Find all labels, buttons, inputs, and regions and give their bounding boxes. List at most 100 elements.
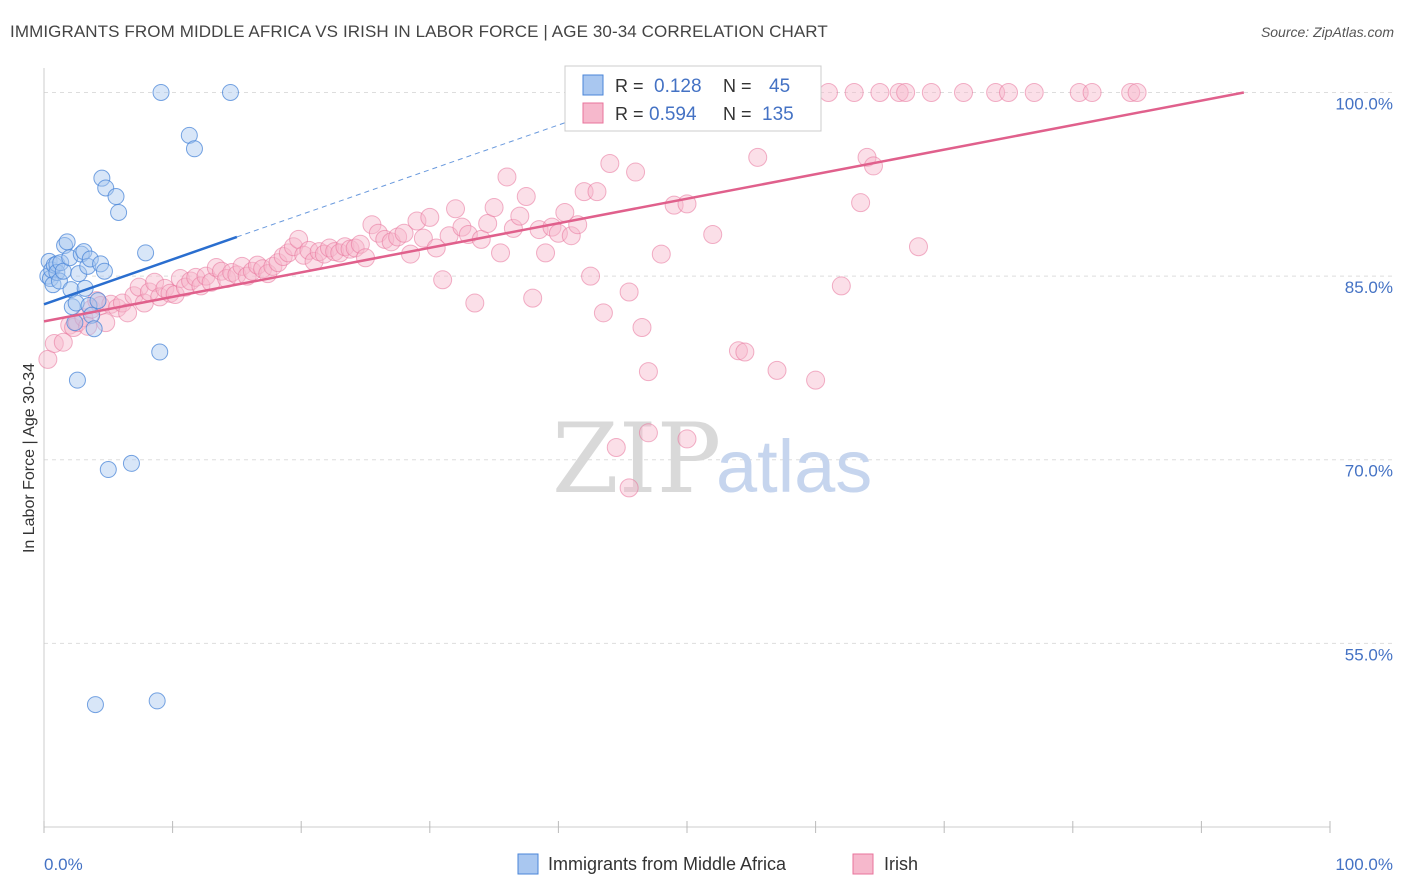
middle-africa-point — [93, 169, 111, 187]
irish-point — [806, 370, 826, 390]
series-legend-swatch-irish — [852, 853, 874, 875]
x-tick-label-max: 100.0% — [1335, 855, 1393, 874]
middle-africa-point — [86, 696, 104, 714]
irish-point — [273, 247, 293, 267]
x-tick-label-min: 0.0% — [44, 855, 83, 874]
irish-point — [863, 156, 883, 176]
stats-legend-swatch-pink — [582, 102, 604, 124]
middle-africa-point — [50, 272, 68, 290]
irish-point — [1127, 82, 1147, 102]
stats-legend-swatch-blue — [582, 74, 604, 96]
y-tick-label: 55.0% — [1345, 645, 1393, 664]
middle-africa-point — [221, 83, 239, 101]
y-tick-labels: 55.0% 70.0% 85.0% 100.0% — [1335, 94, 1393, 664]
irish-point — [420, 207, 440, 227]
middle-africa-point — [58, 233, 76, 251]
series-middle-africa-points — [39, 83, 239, 714]
middle-africa-point — [148, 692, 166, 710]
irish-point — [523, 288, 543, 308]
irish-point — [181, 271, 201, 291]
middle-africa-point — [185, 140, 203, 158]
axes — [43, 68, 1331, 833]
irish-trend-line — [43, 91, 1245, 323]
irish-point — [278, 243, 298, 263]
irish-point — [118, 303, 138, 323]
irish-point — [401, 244, 421, 264]
irish-point — [831, 276, 851, 296]
irish-point — [889, 82, 909, 102]
irish-point — [433, 270, 453, 290]
irish-point — [335, 237, 355, 257]
irish-point — [1024, 82, 1044, 102]
stats-legend-r-label-2: R = — [615, 104, 644, 124]
y-axis-title: In Labor Force | Age 30-34 — [21, 363, 38, 553]
middle-africa-point — [67, 294, 85, 312]
irish-point — [818, 82, 838, 102]
y-tick-label: 85.0% — [1345, 278, 1393, 297]
irish-point — [908, 237, 928, 257]
irish-point — [536, 243, 556, 263]
irish-point — [484, 198, 504, 218]
irish-point — [446, 199, 466, 219]
series-legend-swatch-middle-africa — [517, 853, 539, 875]
irish-point — [330, 243, 350, 263]
irish-point — [1121, 82, 1141, 102]
series-legend: Immigrants from Middle Africa Irish — [517, 853, 918, 875]
irish-point — [728, 341, 748, 361]
irish-point — [735, 342, 755, 362]
watermark: ZIP atlas — [552, 403, 872, 515]
irish-point — [497, 167, 517, 187]
middle-africa-point — [99, 461, 117, 479]
irish-point — [516, 187, 536, 207]
middle-africa-point — [81, 250, 99, 268]
irish-point — [465, 293, 485, 313]
irish-point — [626, 162, 646, 182]
irish-point — [413, 228, 433, 248]
irish-point — [703, 224, 723, 244]
irish-point — [145, 272, 165, 292]
irish-point — [452, 217, 472, 237]
irish-point — [593, 303, 613, 323]
irish-point — [619, 478, 639, 498]
middle-africa-point — [151, 343, 169, 361]
irish-point — [388, 227, 408, 247]
irish-point — [638, 423, 658, 443]
middle-africa-point — [89, 292, 107, 310]
irish-point — [638, 362, 658, 382]
middle-africa-point — [95, 262, 113, 280]
irish-point — [587, 182, 607, 202]
y-tick-label: 70.0% — [1345, 462, 1393, 481]
irish-point — [319, 238, 339, 258]
irish-point — [299, 240, 319, 260]
watermark-zip-text: ZIP — [552, 403, 721, 515]
irish-point — [38, 349, 58, 369]
irish-point — [581, 266, 601, 286]
irish-point — [632, 318, 652, 338]
irish-point — [491, 243, 511, 263]
stats-legend-n-label-2: N = — [723, 104, 752, 124]
irish-point — [619, 282, 639, 302]
irish-point — [896, 82, 916, 102]
grid-lines — [44, 91, 1392, 644]
stats-legend-n-value-1: 45 — [769, 76, 790, 97]
middle-africa-point — [107, 188, 125, 206]
middle-africa-point — [70, 265, 88, 283]
middle-africa-point — [68, 371, 86, 389]
stats-legend-r-label-1: R = — [615, 76, 644, 96]
irish-point — [606, 438, 626, 457]
irish-point — [561, 226, 581, 246]
irish-point — [677, 429, 697, 449]
irish-point — [478, 213, 498, 233]
irish-point — [53, 332, 73, 352]
irish-point — [844, 82, 864, 102]
irish-point — [345, 238, 365, 258]
middle-africa-trend-line — [43, 235, 238, 306]
irish-point — [407, 211, 427, 231]
stats-legend-n-label-1: N = — [723, 76, 752, 96]
irish-point — [748, 147, 768, 167]
irish-point — [268, 253, 288, 273]
y-tick-label: 100.0% — [1335, 94, 1393, 113]
source-credit: Source: ZipAtlas.com — [1260, 24, 1394, 40]
irish-point — [232, 256, 252, 276]
